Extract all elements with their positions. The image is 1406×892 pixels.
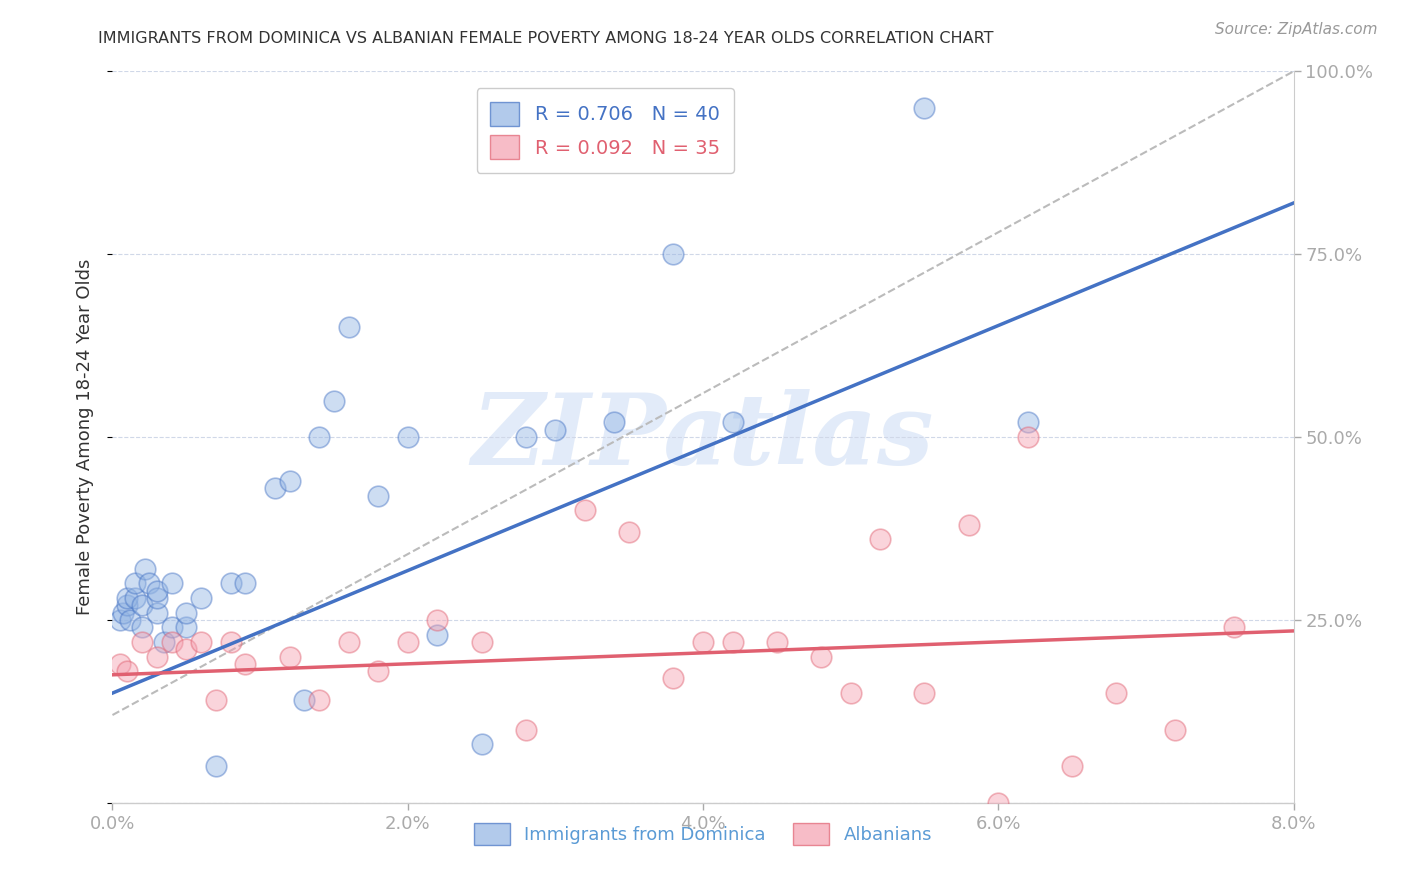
Point bbox=[146, 649, 169, 664]
Point bbox=[308, 430, 330, 444]
Point bbox=[957, 517, 980, 532]
Text: ZIPatlas: ZIPatlas bbox=[472, 389, 934, 485]
Point bbox=[264, 481, 287, 495]
Point bbox=[120, 613, 142, 627]
Point bbox=[124, 591, 146, 605]
Point bbox=[117, 664, 138, 678]
Point bbox=[292, 693, 315, 707]
Point bbox=[124, 576, 146, 591]
Point bbox=[146, 606, 169, 620]
Point bbox=[174, 606, 197, 620]
Point bbox=[662, 672, 685, 686]
Point bbox=[117, 599, 138, 613]
Point bbox=[1062, 759, 1084, 773]
Point bbox=[1017, 416, 1039, 430]
Point bbox=[662, 247, 685, 261]
Point bbox=[111, 606, 134, 620]
Point bbox=[515, 430, 537, 444]
Point bbox=[914, 101, 936, 115]
Point bbox=[160, 620, 183, 634]
Point bbox=[146, 591, 169, 605]
Text: IMMIGRANTS FROM DOMINICA VS ALBANIAN FEMALE POVERTY AMONG 18-24 YEAR OLDS CORREL: IMMIGRANTS FROM DOMINICA VS ALBANIAN FEM… bbox=[98, 31, 994, 46]
Point bbox=[544, 423, 567, 437]
Point bbox=[869, 533, 891, 547]
Point bbox=[190, 635, 212, 649]
Point bbox=[108, 657, 131, 671]
Point bbox=[426, 627, 449, 641]
Point bbox=[337, 320, 360, 334]
Point bbox=[1017, 430, 1039, 444]
Point bbox=[839, 686, 862, 700]
Point bbox=[914, 686, 936, 700]
Point bbox=[619, 525, 641, 540]
Point bbox=[308, 693, 330, 707]
Point bbox=[174, 642, 197, 657]
Point bbox=[131, 620, 153, 634]
Point bbox=[396, 430, 419, 444]
Point bbox=[574, 503, 596, 517]
Point bbox=[146, 583, 169, 598]
Point bbox=[1164, 723, 1187, 737]
Point bbox=[426, 613, 449, 627]
Point bbox=[233, 657, 256, 671]
Point bbox=[134, 562, 156, 576]
Point bbox=[233, 576, 256, 591]
Point bbox=[1105, 686, 1128, 700]
Point bbox=[337, 635, 360, 649]
Point bbox=[987, 796, 1010, 810]
Point bbox=[765, 635, 787, 649]
Point bbox=[367, 664, 389, 678]
Point bbox=[367, 489, 389, 503]
Point bbox=[138, 576, 160, 591]
Point bbox=[810, 649, 832, 664]
Point bbox=[603, 416, 626, 430]
Point bbox=[471, 737, 494, 751]
Point bbox=[692, 635, 714, 649]
Point bbox=[160, 635, 183, 649]
Point bbox=[471, 635, 494, 649]
Point bbox=[219, 635, 242, 649]
Point bbox=[108, 613, 131, 627]
Text: Source: ZipAtlas.com: Source: ZipAtlas.com bbox=[1215, 22, 1378, 37]
Point bbox=[190, 591, 212, 605]
Point bbox=[721, 635, 744, 649]
Point bbox=[219, 576, 242, 591]
Point bbox=[131, 599, 153, 613]
Point bbox=[278, 474, 301, 488]
Point bbox=[205, 759, 228, 773]
Point bbox=[117, 591, 138, 605]
Point bbox=[515, 723, 537, 737]
Legend: Immigrants from Dominica, Albanians: Immigrants from Dominica, Albanians bbox=[467, 816, 939, 852]
Point bbox=[174, 620, 197, 634]
Point bbox=[131, 635, 153, 649]
Y-axis label: Female Poverty Among 18-24 Year Olds: Female Poverty Among 18-24 Year Olds bbox=[76, 259, 94, 615]
Point bbox=[278, 649, 301, 664]
Point bbox=[160, 576, 183, 591]
Point bbox=[153, 635, 176, 649]
Point bbox=[721, 416, 744, 430]
Point bbox=[1223, 620, 1246, 634]
Point bbox=[205, 693, 228, 707]
Point bbox=[396, 635, 419, 649]
Point bbox=[323, 393, 346, 408]
